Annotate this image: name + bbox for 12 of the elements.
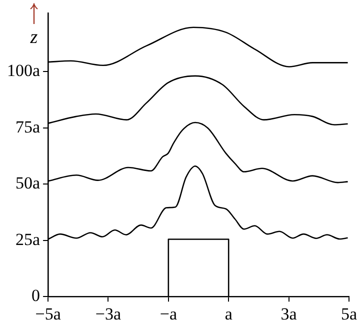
y-tick-label: 25a xyxy=(16,230,40,249)
y-tick-label: 75a xyxy=(16,117,40,136)
x-tick-label: −a xyxy=(160,304,178,324)
x-tick-label: −5a xyxy=(35,304,62,324)
y-tick-label: 0 xyxy=(32,286,40,306)
y-axis-title: z xyxy=(29,27,38,48)
x-tick-label: 5a xyxy=(340,304,358,324)
x-tick-label: a xyxy=(224,304,233,324)
y-tick-label: 100a xyxy=(7,61,40,80)
y-tick-label: 50a xyxy=(16,174,40,193)
x-tick-label: 3a xyxy=(280,304,298,324)
x-tick-label: −3a xyxy=(95,304,122,324)
